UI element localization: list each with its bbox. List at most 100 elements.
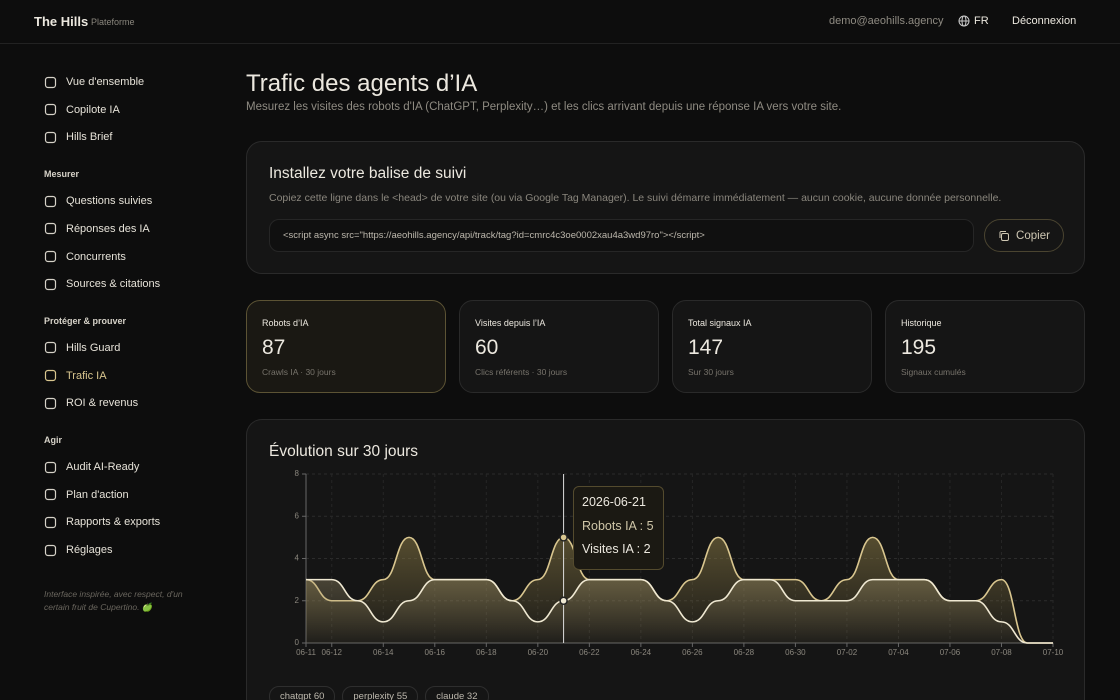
sidebar: Vue d'ensemble Copilote IA Hills Brief Mesu…: [0, 45, 220, 700]
tooltip-date: 2026-06-21: [582, 495, 646, 509]
nav-icon: [44, 76, 57, 88]
stat-card[interactable]: Historique 195 Signaux cumulés: [885, 300, 1085, 393]
icon-shape: [44, 195, 57, 207]
nav-item[interactable]: Réponses des IA: [44, 221, 150, 237]
nav-label: Réglages: [66, 544, 113, 557]
nav-label: Hills Guard: [66, 341, 121, 354]
icon-shape: [44, 250, 57, 263]
nav-label: Copilote IA: [66, 103, 120, 116]
nav-item[interactable]: Vue d'ensemble: [44, 74, 144, 90]
hover-dot: [559, 533, 568, 542]
y-tick-label: 6: [295, 511, 300, 520]
nav-section-title: Protéger & prouver: [44, 315, 127, 326]
nav-item[interactable]: Réglages: [44, 542, 112, 558]
nav-icon: [44, 131, 57, 143]
source-chip[interactable]: chatgpt 60: [269, 686, 336, 700]
icon-shape: [44, 278, 57, 290]
nav-item[interactable]: Sources & citations: [44, 276, 160, 292]
stat-card[interactable]: Visites depuis l’IA 60 Clics référents · 3…: [459, 300, 659, 393]
source-count: 60: [313, 691, 325, 700]
top-bar: The Hills Plateforme demo@aeohills.agenc…: [0, 0, 1120, 44]
nav-item[interactable]: Trafic IA: [44, 368, 107, 384]
x-tick-label: 06-18: [476, 648, 497, 657]
stat-label: Total signaux IA: [688, 318, 752, 328]
y-tick-label: 4: [295, 554, 300, 563]
icon-shape: [44, 131, 57, 143]
nav-icon: [44, 250, 57, 263]
stat-label: Robots d’IA: [262, 318, 309, 328]
x-tick-label: 06-20: [528, 648, 549, 657]
tooltip-row: Robots IA : 5: [582, 519, 655, 543]
card-description: Copiez cette ligne dans le <head> de vot…: [269, 192, 1002, 204]
x-tick-label: 06-22: [579, 648, 600, 657]
source-chip[interactable]: perplexity 55: [342, 686, 419, 700]
stat-value: 195: [901, 336, 937, 359]
nav-label: Trafic IA: [66, 369, 107, 382]
nav-item[interactable]: Rapports & exports: [44, 514, 160, 530]
nav-item[interactable]: Plan d'action: [44, 487, 129, 503]
nav-item[interactable]: Questions suivies: [44, 193, 152, 209]
globe-icon: [958, 15, 970, 27]
nav-item[interactable]: Hills Brief: [44, 129, 112, 145]
x-tick-label: 06-16: [425, 648, 446, 657]
page-title: Trafic des agents d’IA: [246, 70, 478, 97]
logout-button[interactable]: Déconnexion: [1012, 15, 1077, 27]
icon-shape: [44, 76, 57, 88]
stat-note: Sur 30 jours: [688, 367, 734, 377]
card-title: Installez votre balise de suivi: [269, 165, 467, 182]
nav-item[interactable]: ROI & revenus: [44, 395, 138, 411]
page-subtitle: Mesurez les visites des robots d'IA (Cha…: [246, 101, 842, 113]
stat-note: Crawls IA · 30 jours: [262, 367, 336, 377]
tooltip-row: Visites IA : 2: [582, 542, 655, 566]
copy-icon: [999, 230, 1010, 241]
nav-icon: [44, 104, 57, 116]
nav-icon: [44, 544, 57, 556]
nav-item[interactable]: Copilote IA: [44, 102, 120, 118]
source-name: chatgpt: [280, 691, 312, 700]
x-tick-label: 06-12: [322, 648, 343, 657]
source-chip[interactable]: claude 32: [425, 686, 489, 700]
stat-card[interactable]: Robots d’IA 87 Crawls IA · 30 jours: [246, 300, 446, 393]
x-tick-label: 07-04: [888, 648, 909, 657]
stat-value: 60: [475, 336, 499, 359]
nav-label: Sources & citations: [66, 278, 161, 291]
nav-label: Concurrents: [66, 250, 126, 263]
x-tick-label: 07-08: [991, 648, 1012, 657]
nav-section-title: Agir: [44, 435, 62, 445]
nav-item[interactable]: Audit AI-Ready: [44, 459, 139, 475]
stat-note: Clics référents · 30 jours: [475, 367, 568, 377]
stat-card[interactable]: Total signaux IA 147 Sur 30 jours: [672, 300, 872, 393]
nav-icon: [44, 223, 57, 235]
language-switch[interactable]: FR: [958, 15, 989, 27]
nav-item[interactable]: Concurrents: [44, 249, 126, 265]
source-count: 55: [396, 691, 408, 700]
icon-shape: [44, 369, 57, 382]
language: FR: [974, 15, 989, 27]
copy-button[interactable]: Copier: [984, 219, 1064, 252]
icon-shape: [44, 223, 57, 235]
source-chips: chatgpt 60 perplexity 55 claude 32: [269, 686, 489, 700]
icon-shape: [44, 104, 57, 116]
nav-icon: [44, 369, 57, 382]
tracking-card: Installez votre balise de suivi Copiez c…: [246, 141, 1085, 274]
nav-label: Plan d'action: [66, 488, 129, 501]
snippet[interactable]: <script async src="https://aeohills.agen…: [269, 219, 974, 252]
x-tick-label: 06-24: [631, 648, 652, 657]
nav-icon: [44, 516, 57, 528]
tooltip-sep: :: [633, 542, 644, 556]
source-count: 32: [466, 691, 478, 700]
nav-icon: [44, 342, 57, 354]
icon-shape: [44, 397, 57, 409]
series-line: [306, 578, 1053, 644]
icon-shape: [44, 489, 57, 501]
user-email: demo@aeohills.agency: [829, 15, 944, 27]
brand[interactable]: The Hills: [34, 14, 89, 29]
stat-value: 87: [262, 336, 286, 359]
icon-shape: [44, 516, 57, 528]
y-tick-label: 2: [295, 596, 300, 605]
nav-label: Audit AI-Ready: [66, 461, 140, 473]
nav-item[interactable]: Hills Guard: [44, 340, 120, 356]
source-name: perplexity: [353, 691, 395, 700]
chart-title: Évolution sur 30 jours: [269, 443, 419, 460]
